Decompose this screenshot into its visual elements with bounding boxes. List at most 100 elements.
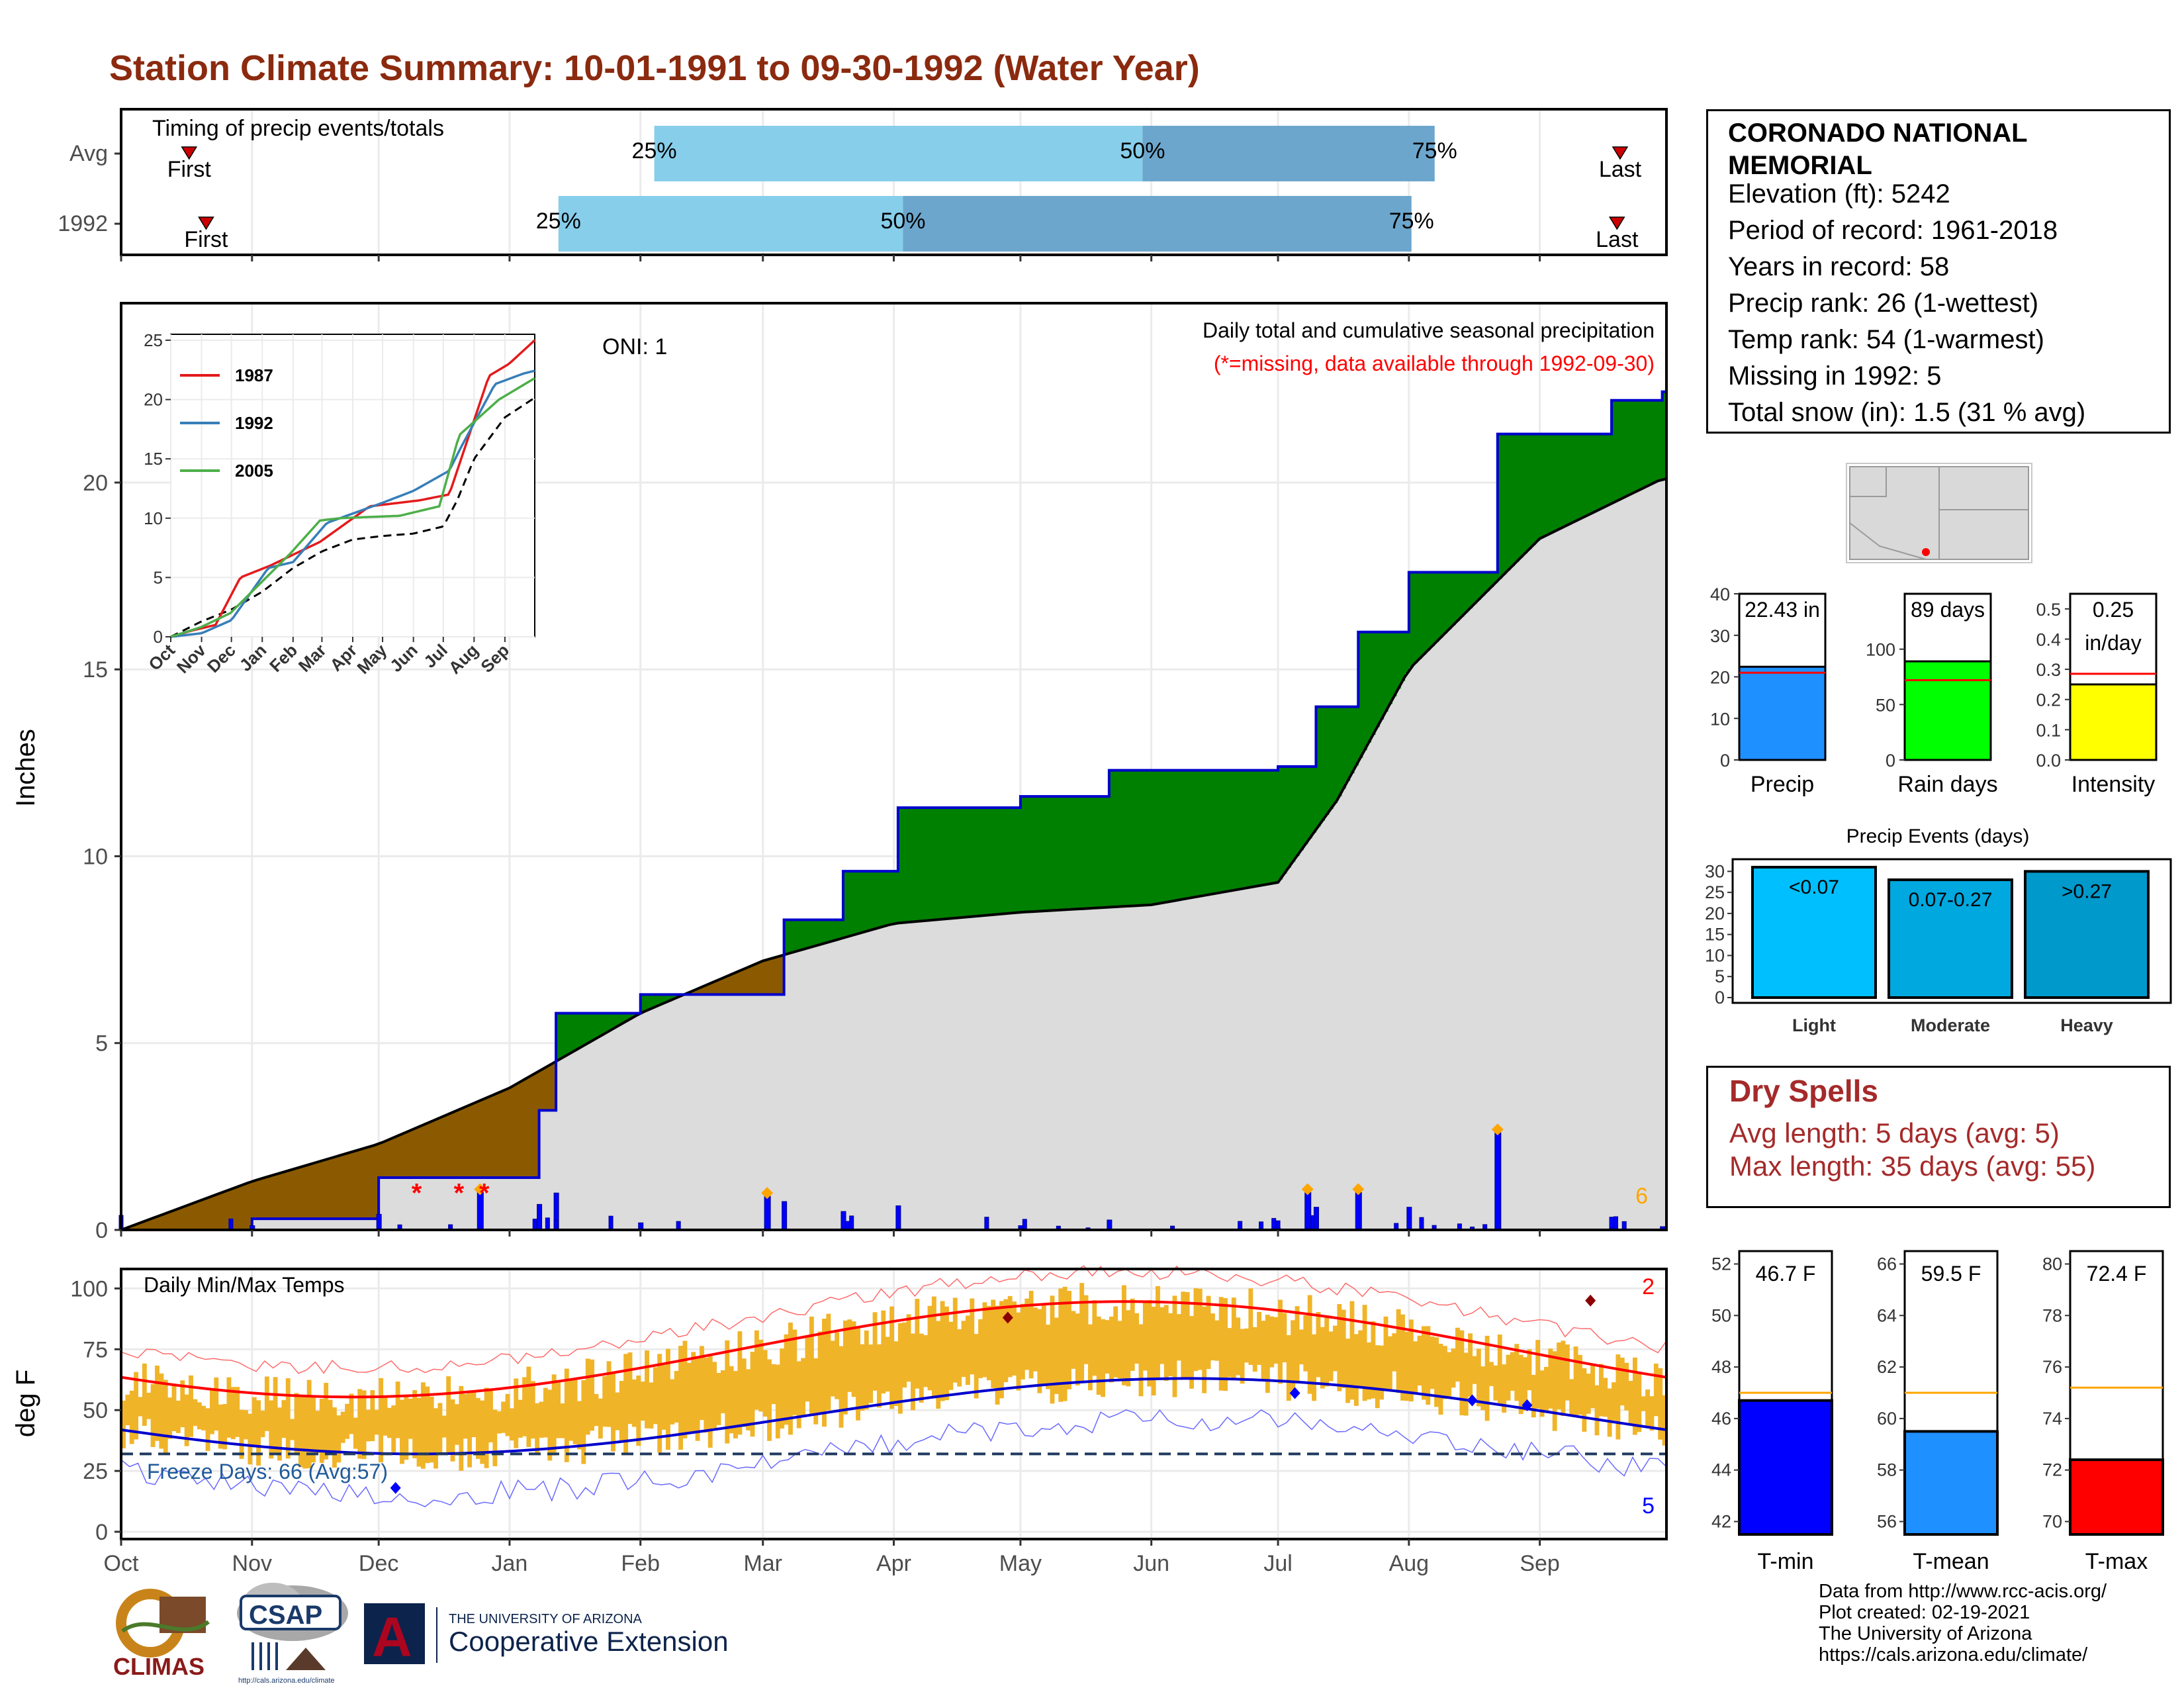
daily-temp-bar [948, 1321, 954, 1390]
deficit-fill [539, 1070, 544, 1111]
surplus-fill [590, 1013, 595, 1041]
daily-temp-bar [1134, 1313, 1140, 1364]
summary-ytick-label: 50 [1876, 695, 1895, 715]
daily-temp-bar [1020, 1303, 1025, 1380]
surplus-fill [1480, 572, 1486, 596]
daily-temp-bar [244, 1410, 248, 1440]
surplus-fill [952, 808, 958, 918]
deficit-fill [260, 1178, 265, 1219]
deficit-fill [205, 1197, 210, 1230]
daily-temp-bar [569, 1379, 574, 1441]
surplus-fill [1607, 434, 1612, 505]
surplus-fill [788, 919, 793, 953]
daily-temp-bar [1214, 1320, 1220, 1361]
daily-temp-bar [1218, 1297, 1224, 1391]
daily-temp-bar [707, 1356, 713, 1448]
summary-bar-label: Precip [1751, 772, 1814, 797]
surplus-fill [1586, 434, 1591, 515]
surplus-fill [1189, 770, 1195, 898]
month-tick-label: Mar [743, 1551, 782, 1576]
surplus-fill [826, 919, 831, 943]
record-temp-marker [1289, 1387, 1300, 1399]
deficit-fill [171, 1210, 177, 1230]
daily-temp-bar [526, 1366, 531, 1447]
daily-temp-bar [847, 1319, 852, 1392]
surplus-fill [653, 994, 658, 1008]
daily-temp-bar [649, 1382, 654, 1429]
daily-temp-bar [1619, 1357, 1625, 1406]
daily-temp-bar [1387, 1336, 1392, 1390]
daily-temp-bar [864, 1330, 869, 1410]
daily-temp-bar [1607, 1388, 1612, 1437]
daily-temp-bar [370, 1390, 375, 1442]
surplus-fill [623, 1013, 629, 1022]
station-period: Period of record: 1961-2018 [1728, 216, 2058, 245]
daily-temp-bar [248, 1413, 253, 1465]
surplus-fill [657, 994, 662, 1006]
daily-temp-bar [281, 1400, 287, 1438]
surplus-fill [1160, 770, 1165, 904]
precip-ytick-label: 10 [83, 844, 108, 869]
daily-precip-bar [1613, 1216, 1618, 1231]
deficit-fill [441, 1115, 447, 1178]
surplus-fill [594, 1013, 599, 1039]
surplus-fill [1472, 572, 1477, 604]
surplus-fill [1484, 572, 1490, 592]
daily-temp-bar [450, 1399, 455, 1462]
daily-precip-bar [895, 1205, 901, 1231]
daily-temp-bar [1506, 1354, 1511, 1401]
surplus-fill [585, 1013, 590, 1044]
deficit-fill [492, 1094, 498, 1178]
deficit-fill [222, 1192, 228, 1230]
surplus-fill [876, 871, 882, 928]
deficit-fill [404, 1132, 409, 1178]
deficit-fill [780, 955, 785, 995]
daily-temp-bar [514, 1378, 519, 1448]
daily-precip-bar [1107, 1219, 1113, 1231]
surplus-fill [851, 871, 856, 935]
surplus-fill [1430, 572, 1435, 647]
surplus-fill [923, 808, 929, 921]
events-ytick-label: 30 [1705, 861, 1725, 881]
surplus-fill [974, 808, 979, 917]
daily-temp-bar [1569, 1379, 1574, 1417]
credits: Data from http://www.rcc-acis.org/ Plot … [1819, 1581, 2107, 1665]
daily-temp-bar [1113, 1306, 1118, 1378]
daily-temp-bar [1497, 1335, 1502, 1405]
csap-logo: CSAP http://cals.arizona.edu/climate [233, 1579, 352, 1685]
daily-temp-bar [1645, 1389, 1650, 1429]
surplus-fill [1012, 808, 1017, 914]
deficit-fill [762, 960, 768, 995]
daily-temp-bar [416, 1397, 422, 1467]
daily-temp-bar [349, 1393, 354, 1434]
daily-temp-bar [602, 1376, 608, 1427]
surplus-fill [1404, 632, 1410, 674]
deficit-fill [518, 1082, 523, 1178]
daily-temp-bar [146, 1392, 152, 1419]
surplus-fill [1379, 632, 1385, 720]
daily-temp-bar [1442, 1346, 1447, 1399]
daily-temp-bar [1092, 1300, 1097, 1376]
csap-logo-graphic: CSAP http://cals.arizona.edu/climate [237, 1583, 348, 1685]
surplus-fill [649, 994, 654, 1009]
events-bar [2024, 870, 2150, 1000]
deficit-fill [383, 1141, 388, 1178]
surplus-fill [991, 808, 996, 915]
missing-day-marker: * [454, 1179, 465, 1208]
daily-temp-bar [420, 1382, 426, 1469]
deficit-fill [420, 1125, 426, 1178]
surplus-fill [1383, 632, 1388, 712]
daily-precip-peak [1355, 1192, 1362, 1231]
events-bar-label: Light [1792, 1015, 1836, 1035]
daily-temp-bar [572, 1378, 578, 1444]
month-tick-label: Feb [621, 1551, 660, 1576]
daily-temp-bar [408, 1398, 413, 1439]
events-bar-range: <0.07 [1789, 876, 1839, 898]
daily-precip-bar [1313, 1207, 1319, 1231]
surplus-fill [1092, 796, 1097, 908]
daily-temp-bar [455, 1404, 459, 1445]
surplus-fill [661, 994, 666, 1004]
summary-ytick-label: 100 [1866, 640, 1895, 660]
surplus-fill [1459, 572, 1465, 617]
temp-summary-value: 46.7 F [1756, 1262, 1816, 1286]
